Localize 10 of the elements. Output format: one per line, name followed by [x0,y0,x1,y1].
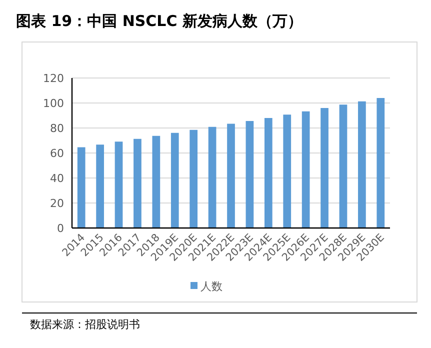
y-tick-label: 20 [50,197,64,210]
title: 图表 19：中国 NSCLC 新发病人数（万） [16,12,302,30]
source-note: 数据来源：招股说明书 [30,318,140,331]
legend-label: 人数 [200,280,222,293]
y-tick-label: 60 [50,147,64,160]
y-tick-label: 120 [43,72,64,85]
y-tick-label: 0 [57,222,64,235]
y-tick-label: 80 [50,122,64,135]
y-tick-label: 100 [43,97,64,110]
y-tick-label: 40 [50,172,64,185]
